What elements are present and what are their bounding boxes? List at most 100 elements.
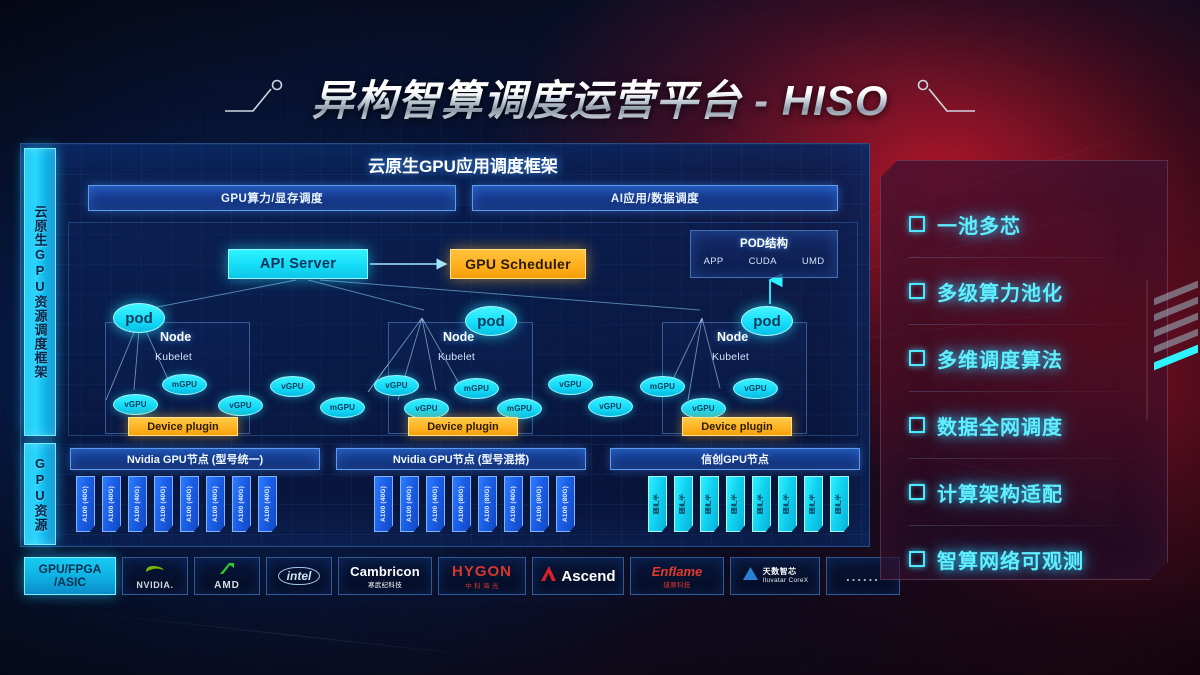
gpu-card[interactable]: 国产卡 — [726, 476, 745, 532]
gpu-card[interactable]: A100 (40G) — [258, 476, 277, 532]
gpu-card[interactable]: A100 (80G) — [556, 476, 575, 532]
vgpu-chip[interactable]: vGPU — [270, 376, 315, 397]
gpu-card[interactable]: 国产卡 — [674, 476, 693, 532]
feature-item[interactable]: 计算架构适配 — [909, 459, 1157, 525]
vendor-cell-enflame[interactable]: Enflame 燧原科技 — [630, 557, 724, 595]
gpu-card[interactable]: 国产卡 — [648, 476, 667, 532]
gpu-card-label: A100 (40G) — [134, 486, 141, 522]
feature-label: 智算网络可观测 — [937, 550, 1084, 573]
gpu-card-label: A100 (40G) — [406, 486, 413, 522]
vgpu-chip[interactable]: vGPU — [218, 395, 263, 416]
vgpu-chip[interactable]: vGPU — [733, 378, 778, 399]
gpu-card[interactable]: A100 (40G) — [180, 476, 199, 532]
feature-item[interactable]: 多级算力池化 — [909, 258, 1157, 324]
vendor-cell-cambricon[interactable]: Cambricon 寒武纪科技 — [338, 557, 432, 595]
pod-node-3[interactable]: pod — [741, 306, 793, 336]
kubelet-label-2: Kubelet — [438, 351, 476, 363]
vendor-name: ...... — [846, 568, 880, 584]
gpu-card-label: A100 (40G) — [432, 486, 439, 522]
checkbox-icon[interactable] — [909, 283, 925, 299]
gpu-card[interactable]: A100 (40G) — [154, 476, 173, 532]
device-plugin-2[interactable]: Device plugin — [408, 417, 518, 436]
gpu-card-label: 国产卡 — [757, 493, 765, 515]
vendor-cell-amd[interactable]: AMD — [194, 557, 260, 595]
device-plugin-3[interactable]: Device plugin — [682, 417, 792, 436]
mgpu-chip[interactable]: mGPU — [320, 397, 365, 418]
gpu-card[interactable]: A100 (40G) — [232, 476, 251, 532]
gpu-card[interactable]: 国产卡 — [830, 476, 849, 532]
vendor-name: Cambricon — [350, 563, 420, 579]
vgpu-chip[interactable]: vGPU — [113, 394, 158, 415]
gpu-card[interactable]: A100 (40G) — [374, 476, 393, 532]
gpu-card[interactable]: 国产卡 — [700, 476, 719, 532]
checkbox-icon[interactable] — [909, 484, 925, 500]
gpu-card[interactable]: A100 (80G) — [530, 476, 549, 532]
vendor-strip-label: GPU/FPGA /ASIC — [24, 557, 116, 595]
gpu-card[interactable]: 国产卡 — [778, 476, 797, 532]
gpu-card[interactable]: A100 (40G) — [206, 476, 225, 532]
gpu-card-label: A100 (40G) — [186, 486, 193, 522]
gpu-card-label: A100 (40G) — [238, 486, 245, 522]
vendor-cell-intel[interactable]: intel — [266, 557, 332, 595]
mgpu-chip[interactable]: mGPU — [454, 378, 499, 399]
gpu-card-label: A100 (40G) — [212, 486, 219, 522]
vendor-cell-ascend[interactable]: Ascend — [532, 557, 624, 595]
iluvatar-lockup: 天数智芯 Iluvatar CoreX — [742, 566, 809, 586]
feature-label: 计算架构适配 — [937, 483, 1063, 506]
checkbox-icon[interactable] — [909, 350, 925, 366]
vendor-name: intel — [277, 567, 321, 585]
vendor-label-line2: /ASIC — [53, 575, 86, 589]
mgpu-chip[interactable]: mGPU — [497, 398, 542, 419]
mgpu-chip[interactable]: mGPU — [640, 376, 685, 397]
gpu-node-bar-nvidia-mixed[interactable]: Nvidia GPU节点 (型号混搭) — [336, 448, 586, 470]
mgpu-chip[interactable]: mGPU — [162, 374, 207, 395]
vgpu-chip[interactable]: vGPU — [548, 374, 593, 395]
gpu-card[interactable]: A100 (40G) — [128, 476, 147, 532]
feature-label: 多级算力池化 — [937, 282, 1063, 305]
bar-gpu-compute-scheduling[interactable]: GPU算力/显存调度 — [88, 185, 456, 211]
gpu-card[interactable]: A100 (40G) — [504, 476, 523, 532]
vgpu-chip[interactable]: vGPU — [404, 398, 449, 419]
gpu-card[interactable]: A100 (40G) — [102, 476, 121, 532]
bar-ai-application-scheduling[interactable]: AI应用/数据调度 — [472, 185, 838, 211]
gpu-card[interactable]: 国产卡 — [804, 476, 823, 532]
vendor-name: HYGON — [451, 562, 512, 580]
vendor-subtitle: 燧原科技 — [663, 581, 691, 589]
gpu-card-group-3: 国产卡 国产卡 国产卡 国产卡 国产卡 国产卡 国产卡 国产卡 — [648, 476, 896, 538]
gpu-card[interactable]: A100 (80G) — [478, 476, 497, 532]
vgpu-chip[interactable]: vGPU — [681, 398, 726, 419]
gpu-card[interactable]: 国产卡 — [752, 476, 771, 532]
vgpu-chip[interactable]: vGPU — [588, 396, 633, 417]
gpu-node-bar-nvidia-uniform[interactable]: Nvidia GPU节点 (型号统一) — [70, 448, 320, 470]
feature-item[interactable]: 一池多芯 — [909, 191, 1157, 257]
checkbox-icon[interactable] — [909, 417, 925, 433]
feature-item[interactable]: 数据全网调度 — [909, 392, 1157, 458]
gpu-card[interactable]: A100 (40G) — [76, 476, 95, 532]
vendor-cell-iluvatar[interactable]: 天数智芯 Iluvatar CoreX — [730, 557, 820, 595]
vendor-subtitle: 寒武纪科技 — [368, 581, 402, 589]
pod-structure-title: POD结构 — [740, 238, 788, 250]
checkbox-icon[interactable] — [909, 216, 925, 232]
ascend-lockup: Ascend — [540, 565, 616, 587]
gpu-card[interactable]: A100 (40G) — [426, 476, 445, 532]
vendor-logo-strip: GPU/FPGA /ASIC NVIDIA. AMD intel Cambricon 寒… — [24, 557, 900, 595]
pod-node-2[interactable]: pod — [465, 306, 517, 336]
gpu-scheduler-node[interactable]: GPU Scheduler — [450, 249, 586, 279]
vendor-cell-hygon[interactable]: HYGON 中 科 海 光 — [438, 557, 526, 595]
feature-item[interactable]: 智算网络可观测 — [909, 526, 1157, 592]
vendor-cell-nvidia[interactable]: NVIDIA. — [122, 557, 188, 595]
gpu-card-label: 国产卡 — [809, 493, 817, 515]
checkbox-icon[interactable] — [909, 551, 925, 567]
title-right-ornament-icon — [917, 79, 975, 112]
feature-item[interactable]: 多维调度算法 — [909, 325, 1157, 391]
device-plugin-1[interactable]: Device plugin — [128, 417, 238, 436]
gpu-card[interactable]: A100 (40G) — [400, 476, 419, 532]
feature-label: 数据全网调度 — [937, 416, 1063, 439]
vgpu-chip[interactable]: vGPU — [374, 375, 419, 396]
gpu-card-label: A100 (40G) — [510, 486, 517, 522]
api-server-node[interactable]: API Server — [228, 249, 368, 279]
gpu-card[interactable]: A100 (80G) — [452, 476, 471, 532]
vendor-name: AMD — [214, 579, 240, 591]
pod-node-1[interactable]: pod — [113, 303, 165, 333]
gpu-node-bar-domestic[interactable]: 信创GPU节点 — [610, 448, 860, 470]
